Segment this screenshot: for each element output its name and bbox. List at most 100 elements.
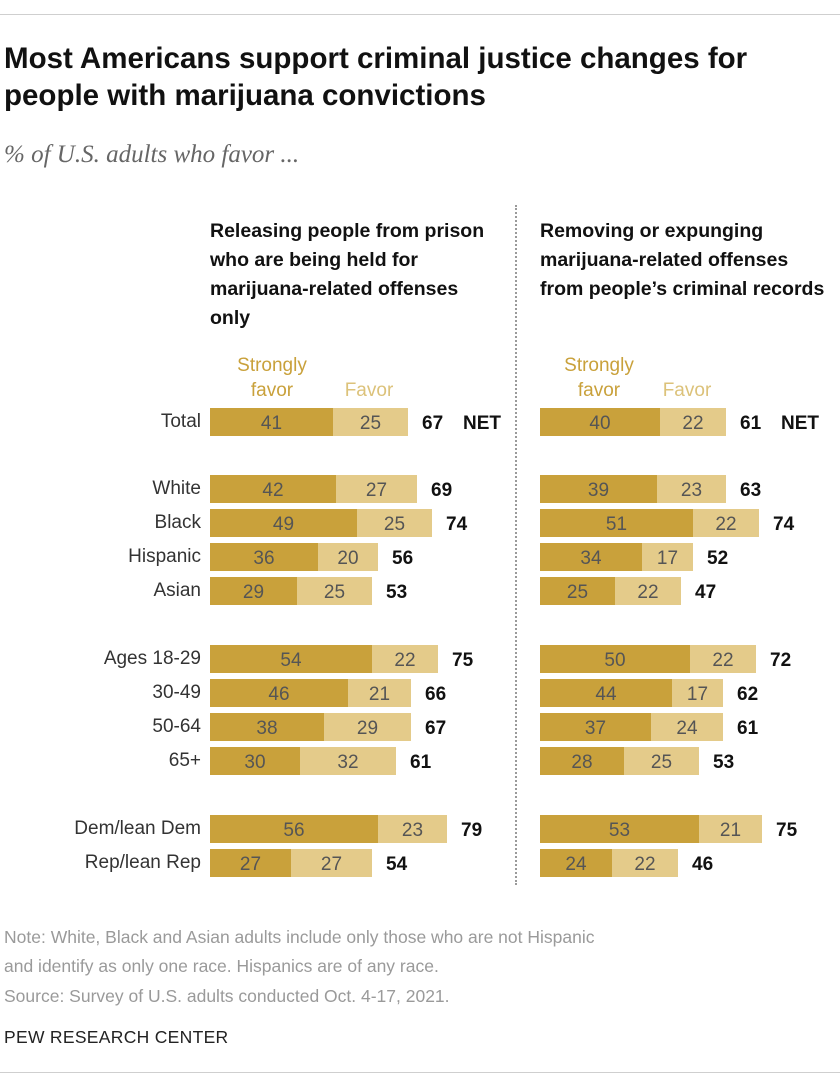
bar-strongly-favor-p1-65-	[210, 747, 300, 775]
bar-favor-p1-rep-lean-rep	[291, 849, 372, 877]
bar-favor-p1-dem-lean-dem	[378, 815, 447, 843]
net-label-p2: NET	[781, 413, 819, 434]
legend-strongly-favor-right: Strongly favor	[564, 355, 634, 401]
value-favor-p2-ages-18-29: 22	[712, 650, 733, 671]
value-total-p2-black: 74	[773, 514, 795, 535]
value-strongly-favor-p1-black: 49	[273, 514, 294, 535]
value-favor-p2-50-64: 24	[676, 718, 698, 739]
value-strongly-favor-p2-rep-lean-rep: 24	[565, 854, 587, 875]
bar-favor-p1-asian	[297, 577, 372, 605]
value-favor-p1-dem-lean-dem: 23	[402, 820, 423, 841]
row-label-black: Black	[154, 512, 201, 533]
value-favor-p1-rep-lean-rep: 27	[321, 854, 342, 875]
bar-strongly-favor-p1-asian	[210, 577, 297, 605]
value-favor-p2-dem-lean-dem: 21	[720, 820, 741, 841]
panel-title-release: Releasing people from prison who are bei…	[210, 220, 485, 329]
value-strongly-favor-p1-asian: 29	[243, 582, 264, 603]
bar-strongly-favor-p2-dem-lean-dem	[540, 815, 699, 843]
bar-strongly-favor-p1-white	[210, 475, 336, 503]
value-total-p2-rep-lean-rep: 46	[692, 854, 713, 875]
value-favor-p2-hispanic: 17	[657, 548, 678, 569]
value-favor-p1-50-64: 29	[357, 718, 378, 739]
bar-strongly-favor-p2-50-64	[540, 713, 651, 741]
top-rule	[0, 14, 840, 15]
row-label-white: White	[152, 478, 201, 499]
value-total-p2-dem-lean-dem: 75	[776, 820, 798, 841]
bar-strongly-favor-p1-dem-lean-dem	[210, 815, 378, 843]
value-total-p2-65-: 53	[713, 752, 734, 773]
value-total-p2-ages-18-29: 72	[770, 650, 791, 671]
row-label-total: Total	[160, 411, 201, 432]
value-favor-p2-30-49: 17	[687, 684, 708, 705]
bar-favor-p2-hispanic	[642, 543, 693, 571]
bar-favor-p1-65-	[300, 747, 396, 775]
value-favor-p1-black: 25	[384, 514, 405, 535]
value-total-p1-asian: 53	[386, 582, 407, 603]
bar-favor-p1-50-64	[324, 713, 411, 741]
value-strongly-favor-p1-total: 41	[261, 413, 282, 434]
bar-strongly-favor-p1-total	[210, 408, 333, 436]
bar-strongly-favor-p2-ages-18-29	[540, 645, 690, 673]
value-favor-p1-asian: 25	[324, 582, 345, 603]
value-total-p1-30-49: 66	[425, 684, 446, 705]
value-total-p2-50-64: 61	[737, 718, 759, 739]
bar-strongly-favor-p1-black	[210, 509, 357, 537]
value-strongly-favor-p2-asian: 25	[567, 582, 588, 603]
bar-favor-p2-black	[693, 509, 759, 537]
value-favor-p2-65-: 25	[651, 752, 672, 773]
row-label-ages-18-29: Ages 18-29	[103, 648, 201, 669]
value-strongly-favor-p1-rep-lean-rep: 27	[240, 854, 261, 875]
value-strongly-favor-p2-white: 39	[588, 480, 609, 501]
row-label-dem-lean-dem: Dem/lean Dem	[74, 818, 201, 839]
bar-strongly-favor-p1-30-49	[210, 679, 348, 707]
footer-source: Source: Survey of U.S. adults conducted …	[4, 986, 450, 1006]
bar-strongly-favor-p1-50-64	[210, 713, 324, 741]
value-strongly-favor-p2-total: 40	[589, 413, 610, 434]
value-total-p1-total: 67	[422, 413, 443, 434]
row-label-50-64: 50-64	[152, 716, 201, 737]
bar-favor-p1-white	[336, 475, 417, 503]
bar-strongly-favor-p1-rep-lean-rep	[210, 849, 291, 877]
bar-favor-p2-30-49	[672, 679, 723, 707]
value-strongly-favor-p1-hispanic: 36	[253, 548, 274, 569]
value-total-p2-asian: 47	[695, 582, 716, 603]
chart-title: Most Americans support criminal justice …	[4, 42, 748, 112]
value-total-p2-30-49: 62	[737, 684, 758, 705]
value-favor-p2-black: 22	[715, 514, 736, 535]
bar-favor-p2-65-	[624, 747, 699, 775]
bar-favor-p1-ages-18-29	[372, 645, 438, 673]
footer-note-line2: and identify as only one race. Hispanics…	[4, 956, 439, 976]
bar-favor-p2-total	[660, 408, 726, 436]
bar-strongly-favor-p2-rep-lean-rep	[540, 849, 612, 877]
legend-favor-left: Favor	[344, 380, 394, 401]
value-strongly-favor-p2-65-: 28	[571, 752, 592, 773]
value-strongly-favor-p2-hispanic: 34	[580, 548, 602, 569]
value-total-p2-hispanic: 52	[707, 548, 728, 569]
row-label-asian: Asian	[153, 580, 201, 601]
value-strongly-favor-p1-ages-18-29: 54	[280, 650, 302, 671]
value-total-p1-white: 69	[431, 480, 452, 501]
bottom-rule	[0, 1072, 840, 1073]
footer-note-line1: Note: White, Black and Asian adults incl…	[4, 927, 595, 947]
brand-name: PEW RESEARCH CENTER	[4, 1027, 229, 1047]
bar-strongly-favor-p1-hispanic	[210, 543, 318, 571]
bar-favor-p2-rep-lean-rep	[612, 849, 678, 877]
bar-favor-p2-50-64	[651, 713, 723, 741]
bar-strongly-favor-p2-asian	[540, 577, 615, 605]
value-strongly-favor-p1-65-: 30	[244, 752, 265, 773]
row-label-65-: 65+	[168, 750, 201, 771]
value-strongly-favor-p1-50-64: 38	[256, 718, 277, 739]
net-label-p1: NET	[463, 413, 501, 434]
row-label-hispanic: Hispanic	[128, 546, 201, 567]
bar-strongly-favor-p2-total	[540, 408, 660, 436]
value-favor-p2-white: 23	[681, 480, 702, 501]
value-total-p1-ages-18-29: 75	[452, 650, 474, 671]
bar-favor-p1-hispanic	[318, 543, 378, 571]
value-strongly-favor-p2-ages-18-29: 50	[604, 650, 625, 671]
value-strongly-favor-p1-white: 42	[262, 480, 283, 501]
value-total-p1-rep-lean-rep: 54	[386, 854, 408, 875]
value-favor-p1-65-: 32	[337, 752, 358, 773]
value-favor-p1-white: 27	[366, 480, 387, 501]
bar-favor-p2-white	[657, 475, 726, 503]
